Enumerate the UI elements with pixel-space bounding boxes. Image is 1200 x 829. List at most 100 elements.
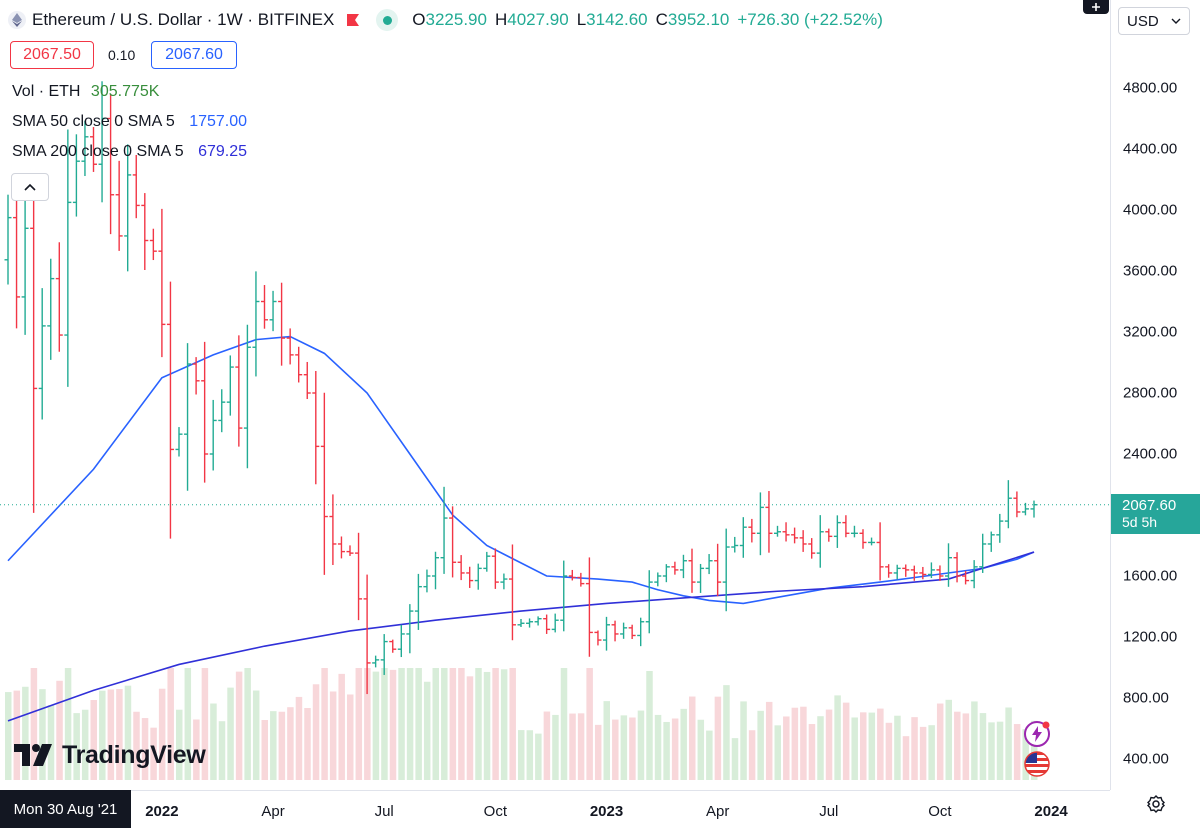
ohlc-change: +726.30 (+22.52%) — [737, 10, 883, 29]
volume-bar — [201, 668, 209, 780]
volume-bar — [116, 689, 123, 780]
indicator-sma200[interactable]: SMA 200 close 0 SMA 5 679.25 — [12, 143, 247, 161]
volume-bar — [877, 708, 884, 780]
volume-bar — [492, 668, 499, 780]
tradingview-logo[interactable]: TradingView — [14, 740, 206, 770]
volume-bar — [81, 709, 89, 780]
volume-bar — [1013, 724, 1021, 780]
us-economic-events-icon[interactable] — [1023, 750, 1051, 778]
volume-bar — [389, 669, 397, 780]
volume-bar — [911, 717, 918, 780]
price-tick-label: 800.00 — [1123, 689, 1169, 707]
bar-countdown: 5d 5h — [1122, 514, 1158, 530]
add-button[interactable] — [1083, 0, 1109, 14]
ohlc-bar — [705, 554, 713, 575]
ohlc-bar — [209, 399, 217, 471]
volume-bar — [158, 688, 166, 780]
volume-bar — [928, 725, 935, 780]
current-price-value: 2067.60 — [1122, 497, 1177, 514]
volume-bar — [936, 703, 944, 780]
ohlc-bar — [885, 564, 893, 578]
time-axis[interactable]: 2022 Apr Jul Oct 2023 Apr Jul Oct 2024 — [0, 790, 1110, 829]
ohlc-bar — [577, 572, 585, 587]
volume-bar — [47, 705, 55, 780]
volume-bar — [654, 714, 662, 780]
volume-bar — [842, 702, 850, 780]
volume-bar — [244, 668, 251, 780]
ohlc-bar — [372, 655, 380, 668]
indicator-sma200-value: 679.25 — [198, 143, 248, 160]
ohlc-bar — [13, 192, 21, 329]
ohlc-bar — [688, 548, 696, 593]
market-status-icon[interactable] — [376, 9, 399, 31]
price-chart[interactable] — [0, 0, 1110, 790]
ohlc-bar — [98, 81, 106, 203]
currency-selector[interactable]: USD — [1118, 7, 1190, 35]
volume-bar — [176, 709, 183, 780]
ohlc-open-value: 3225.90 — [425, 10, 487, 29]
ohlc-bar — [833, 515, 841, 548]
flag-icon[interactable] — [346, 13, 360, 27]
volume-bar — [868, 712, 876, 780]
indicator-sma50[interactable]: SMA 50 close 0 SMA 5 1757.00 — [12, 113, 247, 131]
ohlc-bar — [218, 389, 226, 433]
flash-news-icon[interactable] — [1023, 720, 1051, 748]
ohlc-bar — [278, 282, 286, 366]
ohlc-bar — [996, 513, 1004, 543]
ohlc-bar — [1030, 500, 1038, 518]
ohlc-bar — [389, 639, 397, 653]
volume-bar — [543, 711, 551, 780]
ohlc-bar — [816, 515, 824, 568]
volume-bar — [612, 719, 619, 780]
collapse-legend-button[interactable] — [11, 173, 49, 201]
volume-bar — [184, 668, 192, 780]
volume-bar — [603, 701, 610, 780]
volume-bar — [22, 686, 29, 780]
ohlc-bar — [201, 341, 209, 483]
volume-bar — [680, 708, 687, 780]
ohlc-bar — [808, 538, 816, 559]
ohlc-bar — [124, 144, 132, 272]
ohlc-bar — [782, 522, 790, 542]
ohlc-high-value: 4027.90 — [507, 10, 569, 29]
ohlc-bar — [543, 614, 551, 634]
ohlc-bar — [748, 518, 756, 543]
volume-bar — [748, 730, 756, 780]
volume-bar — [133, 711, 140, 780]
volume-bar — [124, 685, 132, 780]
ohlc-bar — [585, 557, 593, 657]
ohlc-bar — [603, 616, 610, 651]
volume-bar — [406, 668, 414, 780]
ohlc-bar — [21, 192, 29, 335]
ohlc-bar — [243, 324, 251, 469]
volume-bar — [73, 713, 80, 780]
price-tick-label: 2800.00 — [1123, 384, 1178, 402]
ohlc-bar — [868, 537, 876, 546]
volume-bar — [432, 668, 439, 780]
current-price-label: 2067.60 5d 5h — [1111, 494, 1200, 534]
volume-bar — [90, 699, 97, 780]
volume-bar — [141, 718, 149, 780]
chart-area[interactable] — [0, 0, 1110, 790]
currency-label: USD — [1127, 12, 1159, 30]
ohlc-bar — [722, 528, 730, 612]
ohlc-bar — [962, 570, 970, 585]
volume-bar — [304, 708, 311, 780]
indicator-volume[interactable]: Vol · ETH 305.775K — [12, 83, 159, 101]
volume-bar — [398, 668, 405, 780]
time-tick-label: Oct — [483, 803, 508, 820]
logo-text: TradingView — [62, 740, 206, 769]
volume-bar — [227, 687, 234, 780]
symbol-title[interactable]: Ethereum / U.S. Dollar · 1W · BITFINEX — [32, 10, 335, 29]
ohlc-bar — [534, 616, 542, 626]
volume-bar — [372, 671, 380, 780]
settings-icon[interactable] — [1144, 792, 1168, 816]
price-axis[interactable]: 4800.00 4400.00 4000.00 3600.00 3200.00 2800.… — [1110, 0, 1200, 790]
ohlc-bar — [192, 357, 200, 395]
symbol-header[interactable]: Ethereum / U.S. Dollar · 1W · BITFINEX O… — [8, 9, 891, 31]
price-tick-label: 2400.00 — [1123, 445, 1178, 463]
ohlc-bar — [1013, 491, 1021, 518]
sell-button[interactable]: 2067.50 — [10, 41, 94, 69]
indicator-sma200-label: SMA 200 close 0 SMA 5 — [12, 143, 184, 160]
buy-button[interactable]: 2067.60 — [151, 41, 237, 69]
